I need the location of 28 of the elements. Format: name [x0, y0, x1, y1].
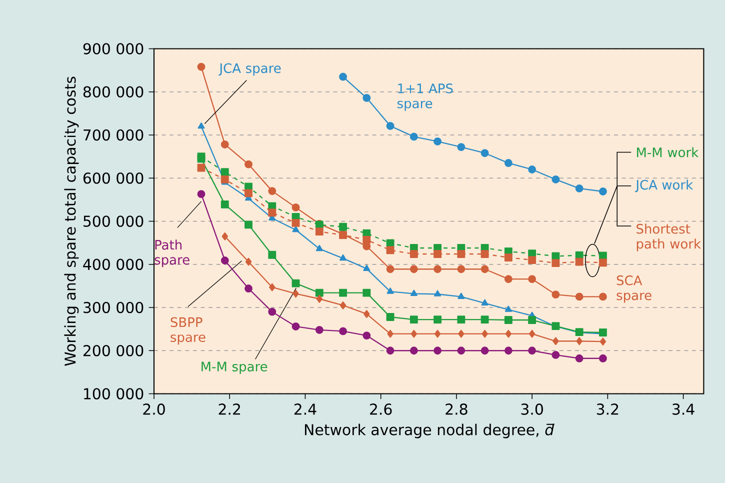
y-tick-label: 400 000	[83, 258, 144, 270]
x-tick-label: 3.2	[596, 403, 618, 415]
text: Shortest path work	[636, 223, 702, 252]
text: SBPP spare	[170, 317, 206, 344]
text: Path spare	[154, 239, 190, 267]
y-tick-label: 700 000	[84, 129, 144, 140]
x-tick-label: 2.0	[143, 403, 165, 415]
x-tick-label: 2.4	[294, 403, 316, 414]
y-tick-label: 300 000	[84, 302, 144, 313]
x-tick-label: 3.4	[672, 403, 694, 415]
text: M-M work	[636, 147, 699, 158]
series-label: 1+1 APS spare	[397, 83, 453, 111]
text: M-M spare	[202, 362, 268, 374]
x-tick-label: 3.0	[521, 403, 543, 415]
x-tick-label: 2.2	[218, 403, 240, 414]
y-tick-label: 200 000	[84, 344, 144, 356]
y-axis-title: Working and spare total capacity costs	[64, 76, 79, 366]
x-tick-label: 2.6	[370, 403, 392, 415]
y-tick-label: 900 000	[83, 42, 144, 54]
x-axis-title: Network average nodal degree, d̅	[304, 424, 554, 438]
y-tick-label: 100 000	[84, 388, 144, 400]
text: JCA spare	[218, 63, 281, 76]
y-tick-label: 800 000	[83, 86, 144, 98]
annotation: JCA work	[635, 179, 694, 192]
y-tick-label: 500 000	[84, 215, 144, 227]
series-label: SCA spare	[616, 275, 652, 303]
x-tick-label: 2.8	[446, 403, 468, 415]
y-tick-label: 600 000	[83, 172, 144, 184]
